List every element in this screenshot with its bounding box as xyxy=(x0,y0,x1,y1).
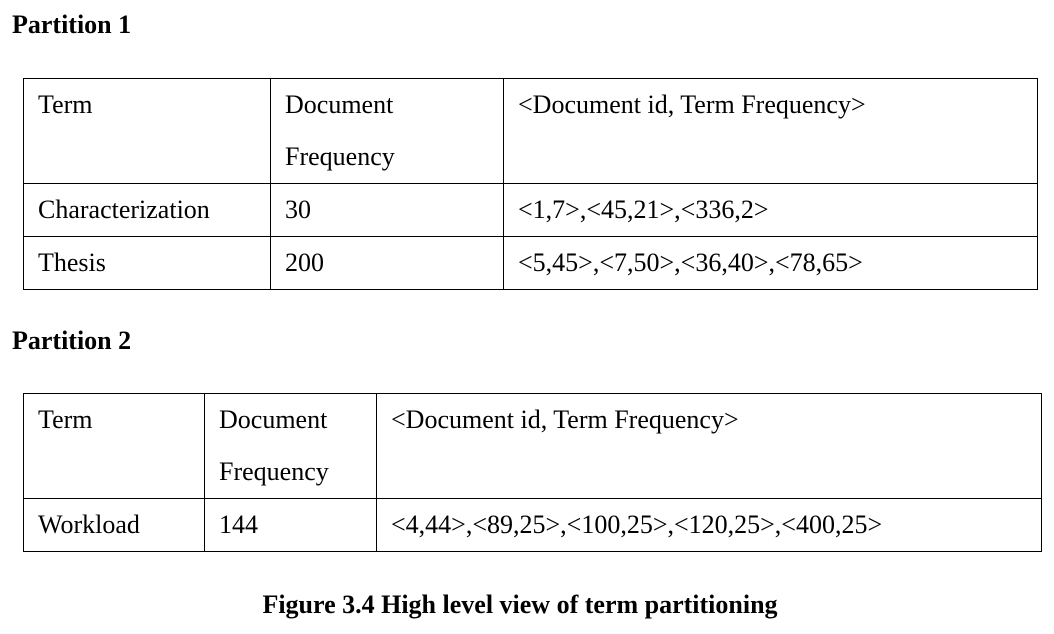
header-postings: <Document id, Term Frequency> xyxy=(376,393,1042,499)
partition-1-heading: Partition 1 xyxy=(12,10,132,39)
table-row: Characterization 30 <1,7>,<45,21>,<336,2… xyxy=(23,183,1038,237)
header-document-frequency: Document Frequency xyxy=(270,78,504,184)
table-header-row: Term Document Frequency <Document id, Te… xyxy=(23,393,1042,499)
header-document-frequency-line-2: Frequency xyxy=(219,457,329,486)
term-cell: Workload xyxy=(23,498,205,552)
postings-cell: <1,7>,<45,21>,<336,2> xyxy=(503,183,1038,237)
partition-2-table: Term Document Frequency <Document id, Te… xyxy=(23,393,1042,552)
header-term: Term xyxy=(23,393,205,499)
postings-cell: <5,45>,<7,50>,<36,40>,<78,65> xyxy=(503,236,1038,290)
header-document-frequency: Document Frequency xyxy=(204,393,377,499)
postings-cell: <4,44>,<89,25>,<100,25>,<120,25>,<400,25… xyxy=(376,498,1042,552)
document-frequency-cell: 200 xyxy=(270,236,504,290)
partition-2-heading: Partition 2 xyxy=(12,326,132,355)
table-header-row: Term Document Frequency <Document id, Te… xyxy=(23,78,1038,184)
document-frequency-cell: 30 xyxy=(270,183,504,237)
table-row: Thesis 200 <5,45>,<7,50>,<36,40>,<78,65> xyxy=(23,236,1038,290)
header-document-frequency-line-2: Frequency xyxy=(285,142,395,171)
term-cell: Characterization xyxy=(23,183,271,237)
figure-caption: Figure 3.4 High level view of term parti… xyxy=(262,590,778,619)
header-postings: <Document id, Term Frequency> xyxy=(503,78,1038,184)
partition-1-table: Term Document Frequency <Document id, Te… xyxy=(23,78,1038,290)
table-row: Workload 144 <4,44>,<89,25>,<100,25>,<12… xyxy=(23,498,1042,552)
document-frequency-cell: 144 xyxy=(204,498,377,552)
header-document-frequency-line-1: Document xyxy=(285,90,394,119)
header-term: Term xyxy=(23,78,271,184)
header-document-frequency-line-1: Document xyxy=(219,405,328,434)
term-cell: Thesis xyxy=(23,236,271,290)
